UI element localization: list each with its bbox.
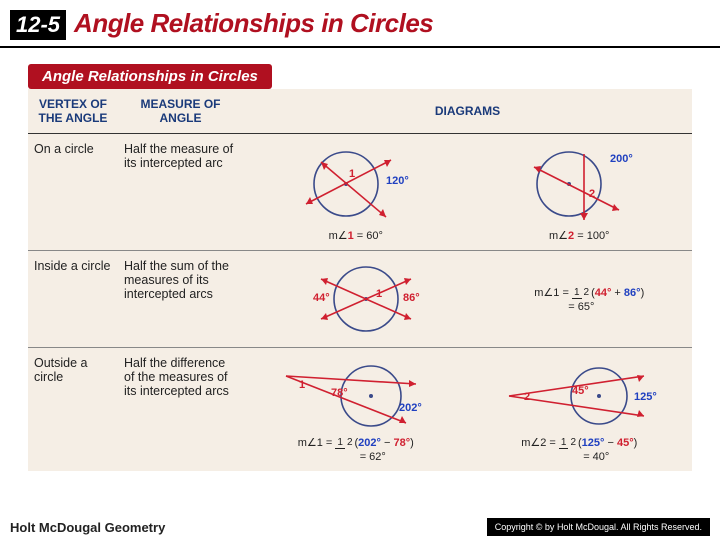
page-footer: Holt McDougal Geometry Copyright © by Ho… <box>0 514 720 540</box>
col-measure: MEASURE OF ANGLE <box>118 89 243 134</box>
table-row: On a circle Half the measure of its inte… <box>28 134 692 251</box>
measure-cell: Half the sum of the measures of its inte… <box>118 251 243 348</box>
diagram-cell: 1 44° 86° m∠1 = 12(44° + 86°) = 65° <box>243 251 692 348</box>
angle-label: 1 <box>376 288 382 300</box>
table-header-row: VERTEX OF THE ANGLE MEASURE OF ANGLE DIA… <box>28 89 692 134</box>
copyright: Copyright © by Holt McDougal. All Rights… <box>487 518 710 536</box>
equation-line-2: = 65° <box>534 301 594 313</box>
arc-label-1: 78° <box>331 387 348 399</box>
lesson-number: 12-5 <box>10 10 66 40</box>
section-pill: Angle Relationships in Circles <box>28 64 272 89</box>
equation: m∠1 = 60° <box>329 229 383 242</box>
equation-2: = 62° <box>326 451 386 463</box>
arc-label-2: 202° <box>399 402 422 414</box>
angle-label: 1 <box>299 379 305 391</box>
equation: m∠2 = 12(125° − 45°) <box>521 436 637 449</box>
vertex-cell: On a circle <box>28 134 118 251</box>
vertex-cell: Inside a circle <box>28 251 118 348</box>
equation: m∠2 = 100° <box>549 229 609 242</box>
diagram-outside-circle-2: 2 45° 125° <box>494 356 664 434</box>
table-row: Outside a circle Half the difference of … <box>28 348 692 472</box>
diagram-outside-circle-1: 1 78° 202° <box>271 356 441 434</box>
arc-label-1: 45° <box>572 385 589 397</box>
angle-table: VERTEX OF THE ANGLE MEASURE OF ANGLE DIA… <box>28 89 692 471</box>
table-row: Inside a circle Half the sum of the meas… <box>28 251 692 348</box>
diagram-on-circle-2: 2 200° <box>514 142 644 227</box>
equation: m∠1 = 12(202° − 78°) <box>298 436 414 449</box>
arc-label-2: 86° <box>403 292 420 304</box>
measure-cell: Half the measure of its intercepted arc <box>118 134 243 251</box>
arc-label: 120° <box>386 175 409 187</box>
content-area: Angle Relationships in Circles VERTEX OF… <box>0 48 720 481</box>
page-title: Angle Relationships in Circles <box>74 8 433 39</box>
arc-label: 200° <box>610 153 633 165</box>
equation-2: = 40° <box>549 451 609 463</box>
vertex-cell: Outside a circle <box>28 348 118 472</box>
equation-line-1: m∠1 = 12(44° + 86°) <box>534 286 644 299</box>
angle-label: 2 <box>589 188 595 200</box>
diagram-cell: 1 78° 202° m∠1 = 12(202° − 78°) = 62° <box>243 348 692 472</box>
publisher: Holt McDougal Geometry <box>10 520 165 535</box>
angle-label: 1 <box>349 168 355 180</box>
page-header: 12-5 Angle Relationships in Circles <box>0 0 720 48</box>
measure-cell: Half the difference of the measures of i… <box>118 348 243 472</box>
diagram-inside-circle: 1 44° 86° <box>291 259 441 339</box>
col-vertex: VERTEX OF THE ANGLE <box>28 89 118 134</box>
angle-label: 2 <box>524 391 530 403</box>
arc-label-1: 44° <box>313 292 330 304</box>
arc-label-2: 125° <box>634 391 657 403</box>
diagram-on-circle-1: 1 120° <box>291 142 421 227</box>
diagram-cell: 1 120° m∠1 = 60° <box>243 134 692 251</box>
col-diagrams: DIAGRAMS <box>243 89 692 134</box>
